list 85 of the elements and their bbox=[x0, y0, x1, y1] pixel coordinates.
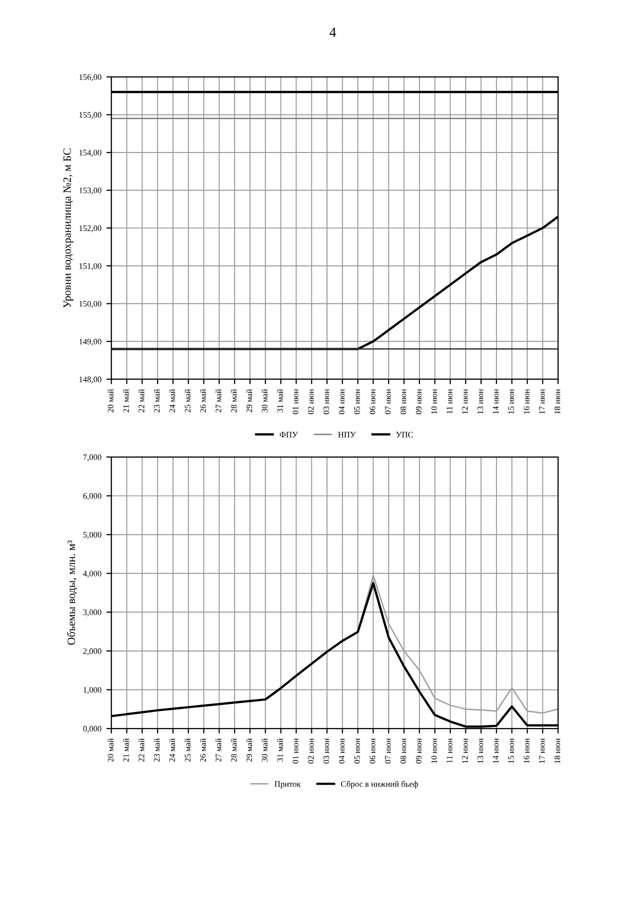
x-tick-label: 03 июн bbox=[323, 738, 330, 764]
x-tick-label: 18 июн bbox=[554, 738, 560, 764]
x-tick-label: 26 май bbox=[200, 738, 206, 762]
x-tick-label: 09 июн bbox=[416, 389, 422, 414]
x-tick-label: 23 май bbox=[154, 389, 160, 412]
x-tick-label: 14 июн bbox=[492, 738, 499, 764]
x-tick-label: 27 май bbox=[215, 738, 222, 762]
y-tick-label: 151,00 bbox=[79, 263, 102, 270]
x-tick-label: 24 май bbox=[169, 738, 176, 762]
x-tick-label: 03 июн bbox=[323, 389, 330, 414]
x-tick-label: 14 июн bbox=[492, 389, 499, 414]
y-tick-label: 152,00 bbox=[79, 225, 102, 232]
y-tick-label: 2,000 bbox=[83, 648, 102, 656]
x-tick-label: 06 июн bbox=[370, 738, 376, 764]
y-tick-label: 5,000 bbox=[83, 532, 102, 539]
x-tick-label: 27 май bbox=[215, 389, 222, 412]
x-tick-label: 16 июн bbox=[524, 389, 530, 414]
x-tick-label: 30 май bbox=[262, 389, 268, 412]
x-tick-label: 29 май bbox=[246, 389, 252, 412]
x-tick-label: 13 июн bbox=[478, 738, 484, 764]
x-tick-label: 31 май bbox=[277, 389, 283, 412]
x-tick-label: 11 июн bbox=[446, 389, 452, 414]
x-tick-label: 16 июн bbox=[524, 738, 530, 764]
y-tick-label: 155,00 bbox=[79, 112, 102, 119]
x-tick-label: 29 май bbox=[246, 738, 252, 762]
y-tick-label: 3,000 bbox=[83, 610, 102, 616]
y-tick-label: 150,00 bbox=[79, 300, 102, 308]
y-tick-label: 154,00 bbox=[79, 150, 102, 157]
x-tick-label: 28 май bbox=[230, 738, 237, 762]
y-tick-label: 4,000 bbox=[83, 570, 102, 578]
x-tick-label: 07 июн bbox=[385, 389, 391, 414]
x-tick-label: 04 июн bbox=[338, 738, 345, 764]
x-tick-label: 05 июн bbox=[354, 738, 360, 764]
legend-label: ФПУ bbox=[280, 432, 298, 438]
x-tick-label: 11 июн bbox=[446, 738, 452, 763]
x-tick-label: 20 май bbox=[108, 389, 114, 412]
legend-label: Сброс в нижний бьеф bbox=[341, 780, 418, 789]
x-tick-label: 18 июн bbox=[554, 389, 560, 414]
x-tick-label: 07 июн bbox=[385, 738, 391, 764]
x-tick-label: 17 июн bbox=[539, 738, 545, 764]
x-tick-label: 10 июн bbox=[431, 389, 437, 414]
x-tick-label: 12 июн bbox=[462, 738, 468, 764]
x-tick-label: 23 май bbox=[154, 738, 160, 762]
legend-label: Приток bbox=[274, 781, 301, 789]
x-tick-label: 12 июн bbox=[462, 389, 468, 414]
x-tick-label: 21 май bbox=[123, 738, 129, 762]
y-axis-title: Объемы воды, млн. м³ bbox=[67, 540, 78, 645]
legend-label: НПУ bbox=[338, 432, 356, 438]
x-tick-label: 04 июн bbox=[338, 389, 345, 414]
x-tick-label: 25 май bbox=[184, 738, 190, 762]
x-tick-label: 17 июн bbox=[539, 389, 545, 414]
x-tick-label: 02 июн bbox=[308, 738, 314, 764]
y-tick-label: 153,00 bbox=[79, 188, 102, 194]
x-tick-label: 26 май bbox=[200, 389, 206, 412]
x-tick-label: 15 июн bbox=[508, 389, 514, 414]
y-tick-label: 1,000 bbox=[84, 687, 102, 694]
x-tick-label: 02 июн bbox=[308, 389, 314, 414]
x-tick-label: 08 июн bbox=[400, 738, 406, 764]
y-tick-label: 7,000 bbox=[83, 454, 102, 462]
x-tick-label: 01 июн bbox=[292, 389, 298, 414]
y-tick-label: 0,000 bbox=[83, 726, 102, 733]
x-tick-label: 15 июн bbox=[508, 738, 514, 764]
x-tick-label: 22 май bbox=[138, 738, 144, 762]
y-axis-title: Уровни водохранилища №2, м БС bbox=[63, 148, 74, 308]
y-tick-label: 148,00 bbox=[79, 376, 102, 384]
y-tick-label: 6,000 bbox=[83, 493, 102, 500]
x-tick-label: 31 май bbox=[277, 738, 283, 762]
x-tick-label: 22 май bbox=[138, 389, 144, 412]
x-tick-label: 08 июн bbox=[400, 389, 406, 414]
x-tick-label: 21 май bbox=[123, 389, 129, 412]
x-tick-label: 24 май bbox=[169, 389, 176, 412]
x-tick-label: 05 июн bbox=[354, 389, 360, 414]
x-tick-label: 06 июн bbox=[370, 389, 376, 414]
legend-label: УПС bbox=[396, 432, 413, 438]
x-tick-label: 28 май bbox=[230, 389, 237, 412]
x-tick-label: 13 июн bbox=[478, 389, 484, 414]
x-tick-label: 30 май bbox=[262, 738, 268, 762]
x-tick-label: 09 июн bbox=[416, 738, 422, 764]
x-tick-label: 25 май bbox=[184, 389, 190, 412]
x-tick-label: 20 май bbox=[108, 738, 114, 762]
x-tick-label: 01 июн bbox=[292, 738, 298, 764]
text: 4 bbox=[330, 28, 336, 37]
y-tick-label: 149,00 bbox=[79, 338, 102, 346]
x-tick-label: 10 июн bbox=[431, 738, 437, 764]
y-tick-label: 156,00 bbox=[79, 74, 102, 82]
